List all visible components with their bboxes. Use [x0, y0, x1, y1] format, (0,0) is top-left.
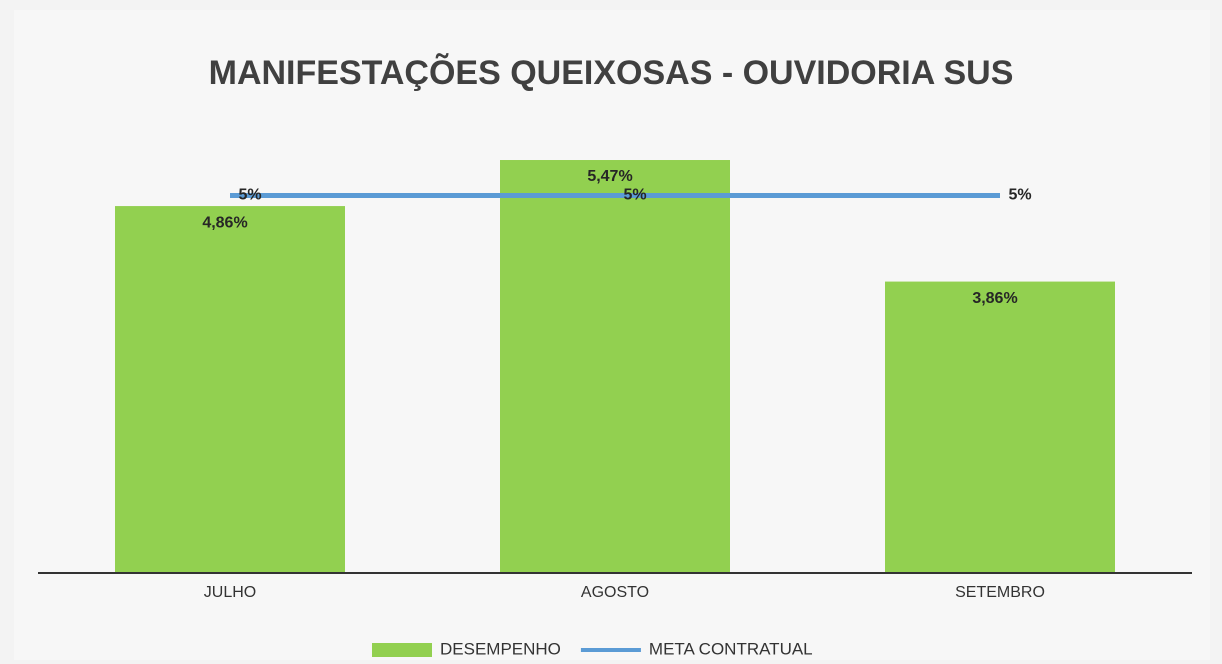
x-tick-label: JULHO: [204, 584, 256, 601]
bar: [500, 160, 730, 573]
bar-value-label: 3,86%: [972, 290, 1017, 307]
bar-value-label: 4,86%: [202, 214, 247, 231]
bar-value-label: 5,47%: [587, 168, 632, 185]
bar: [115, 206, 345, 573]
line-value-label: 5%: [238, 187, 261, 204]
line-value-label: 5%: [1008, 187, 1031, 204]
legend-label: META CONTRATUAL: [649, 639, 813, 658]
bar: [885, 281, 1115, 573]
line-value-label: 5%: [623, 187, 646, 204]
legend-label: DESEMPENHO: [440, 639, 561, 658]
x-tick-label: AGOSTO: [581, 584, 649, 601]
chart-title: MANIFESTAÇÕES QUEIXOSAS - OUVIDORIA SUS: [209, 54, 1014, 92]
x-tick-label: SETEMBRO: [955, 584, 1045, 601]
legend-swatch: [372, 643, 432, 657]
